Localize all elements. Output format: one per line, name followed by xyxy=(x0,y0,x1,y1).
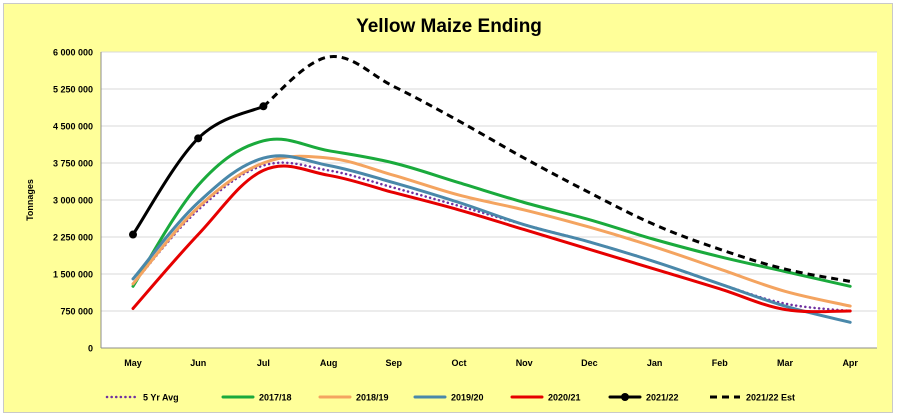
y-tick-labels: 0 750 000 1 500 000 2 250 000 3 000 000 3 750… xyxy=(53,48,93,354)
series-marker xyxy=(129,230,137,239)
x-tick-label: Jan xyxy=(647,358,663,368)
x-tick-label: Mar xyxy=(777,358,794,368)
series-line-2017-18 xyxy=(131,137,852,288)
x-tick-label: Apr xyxy=(842,358,858,368)
y-tick-label: 5 250 000 xyxy=(53,85,93,95)
x-tick-label: Nov xyxy=(516,358,533,368)
chart-title: Yellow Maize Ending xyxy=(356,16,542,37)
y-tick-label: 1 500 000 xyxy=(53,270,93,280)
legend-label: 2018/19 xyxy=(356,393,389,403)
y-tick-label: 4 500 000 xyxy=(53,122,93,132)
series-line-2020-21 xyxy=(131,164,852,314)
x-tick-label: May xyxy=(124,358,142,368)
legend-label: 2019/20 xyxy=(451,393,484,403)
x-tick-label: Jun xyxy=(190,358,206,368)
x-tick-label: Feb xyxy=(712,358,729,368)
x-tick-label: Jul xyxy=(257,358,270,368)
series-marker xyxy=(194,134,203,143)
chart-svg: 0 750 000 1 500 000 2 250 000 3 000 000 3 750… xyxy=(25,48,877,403)
legend-label: 2021/22 xyxy=(646,393,679,403)
y-tick-label: 3 000 000 xyxy=(53,196,93,206)
x-tick-label: Aug xyxy=(320,358,338,368)
x-tick-label: Dec xyxy=(581,358,598,368)
legend-label: 2017/18 xyxy=(259,393,292,403)
y-tick-label: 750 000 xyxy=(60,307,93,317)
x-tick-label: Oct xyxy=(451,358,466,368)
y-tick-label: 0 xyxy=(88,344,93,354)
legend-label: 2020/21 xyxy=(548,393,581,403)
chart-frame: Yellow Maize Ending 0 750 000 1 500 000 2 2… xyxy=(3,3,893,413)
x-tick-labels: May Jun Jul Aug Sep Oct Nov Dec Jan Feb Mar Apr xyxy=(124,358,858,368)
y-tick-label: 3 750 000 xyxy=(53,159,93,169)
y-tick-label: 2 250 000 xyxy=(53,233,93,243)
series-lines xyxy=(129,55,852,324)
grid-lines xyxy=(100,51,877,349)
legend: 5 Yr Avg 2017/18 2018/19 2019/20 2020/21 2021… xyxy=(105,393,795,403)
y-tick-label: 6 000 000 xyxy=(53,48,93,58)
legend-label: 2021/22 Est xyxy=(746,393,795,403)
legend-label: 5 Yr Avg xyxy=(143,393,179,403)
legend-marker xyxy=(621,393,629,401)
y-axis-label: Tonnages xyxy=(25,179,35,221)
series-line-2018-19 xyxy=(131,154,852,308)
series-line-2019-20 xyxy=(131,154,852,324)
x-tick-label: Sep xyxy=(386,358,403,368)
series-line-2021-22-est xyxy=(262,55,851,283)
